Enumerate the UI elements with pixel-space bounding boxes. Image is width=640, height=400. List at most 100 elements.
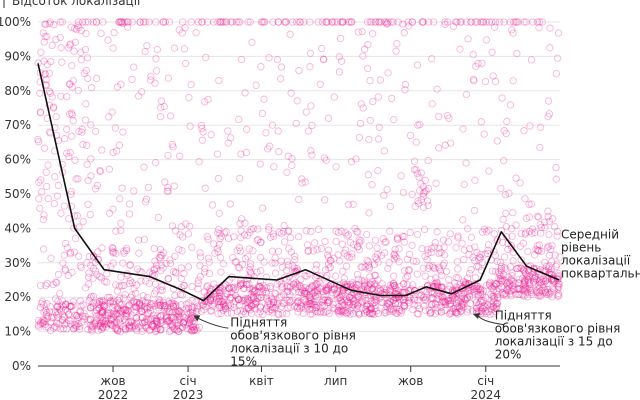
scatter-point [294,298,302,306]
scatter-point [337,306,345,314]
scatter-point [458,284,467,293]
scatter-point [331,18,339,26]
scatter-point [367,281,376,289]
scatter-point [501,289,510,298]
scatter-point [144,183,153,192]
scatter-point [174,316,182,324]
scatter-point [408,18,416,26]
scatter-point [427,309,435,317]
scatter-point [322,156,330,164]
scatter-point [99,323,107,332]
scatter-point [153,317,161,325]
scatter-point [437,308,446,316]
scatter-point [226,200,234,208]
scatter-point [335,310,343,318]
scatter-point [107,321,116,329]
scatter-point [511,18,519,26]
scatter-point [340,300,348,309]
scatter-point [284,282,292,291]
scatter-point [522,274,531,282]
scatter-point [392,293,400,302]
scatter-point [344,298,352,306]
scatter-point [185,316,193,325]
scatter-point [478,290,487,299]
scatter-point [56,33,64,42]
scatter-point [427,308,435,316]
scatter-point [371,280,379,288]
scatter-point [211,249,219,257]
scatter-point [50,21,58,29]
scatter-point [490,279,498,288]
scatter-point [488,267,497,275]
scatter-point [256,303,265,311]
scatter-point [146,303,154,312]
scatter-point [249,284,257,293]
scatter-point [410,296,418,304]
scatter-point [269,18,277,26]
scatter-point [553,54,562,62]
scatter-point [188,327,196,335]
scatter-point [47,318,55,326]
scatter-point [512,174,520,182]
scatter-point [67,187,75,196]
scatter-point [48,93,56,101]
scatter-point [386,305,394,313]
scatter-point [425,306,434,314]
scatter-point [320,55,328,64]
scatter-point [62,301,70,309]
scatter-point [370,298,379,307]
scatter-point [157,267,165,275]
scatter-point [353,302,362,310]
scatter-point [40,57,48,65]
scatter-point [157,312,166,320]
scatter-point [318,301,326,309]
scatter-point [413,310,422,318]
scatter-point [310,301,319,309]
scatter-point [112,323,120,332]
scatter-point [230,233,238,241]
scatter-point [80,309,88,317]
scatter-point [254,235,262,244]
scatter-point [461,295,469,303]
scatter-point [225,284,234,292]
scatter-point [384,300,392,308]
scatter-point [347,280,355,289]
scatter-point [318,18,327,26]
scatter-point [348,18,356,26]
scatter-point [334,251,342,259]
scatter-point [479,304,487,313]
scatter-point [272,303,280,312]
scatter-point [310,239,319,247]
scatter-point [257,293,265,302]
scatter-point [134,236,143,244]
scatter-point [64,271,72,280]
scatter-point [58,160,66,169]
scatter-point [308,301,316,309]
scatter-point [246,263,254,271]
scatter-point [81,18,90,26]
scatter-point [173,322,181,330]
scatter-point [87,303,95,311]
scatter-point [216,301,224,309]
scatter-point [381,306,389,314]
scatter-point [368,30,377,38]
scatter-point [527,290,536,299]
scatter-point [409,281,417,289]
scatter-point [383,20,391,28]
scatter-point [424,249,432,257]
scatter-point [322,283,331,292]
scatter-point [302,108,310,116]
scatter-point [506,263,515,271]
y-tick-label: 30% [4,256,31,270]
scatter-point [456,45,464,53]
scatter-point [180,281,188,290]
scatter-point [314,18,322,26]
scatter-point [195,158,203,166]
scatter-point [481,303,489,311]
scatter-point [256,307,264,316]
scatter-point [477,296,486,305]
scatter-point [275,228,283,236]
scatter-point [435,265,444,273]
scatter-point [43,309,51,317]
scatter-point [235,295,243,304]
